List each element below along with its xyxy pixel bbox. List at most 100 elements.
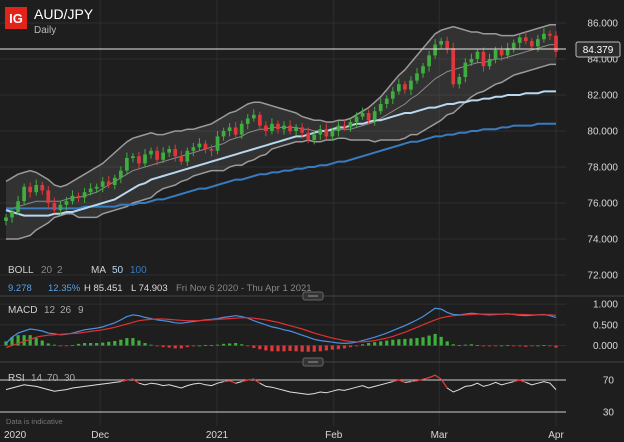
rsi-overbought-segment (410, 380, 418, 383)
candle-body (94, 186, 99, 189)
macd-panel[interactable]: 0.000 0.500 1.000 MACD 12 26 9 (0, 300, 618, 352)
candle-body (52, 203, 57, 211)
candle-body (28, 186, 33, 193)
x-tick-label: Feb (325, 430, 343, 441)
vertical-gridlines (99, 0, 557, 426)
macd-histogram-bar (234, 343, 238, 346)
disclaimer: Data is indicative (6, 417, 63, 426)
rsi-panel[interactable]: 30 70 RSI 14 70 30 Data is indicative (0, 373, 614, 426)
candle-body (4, 217, 8, 221)
candle-body (251, 114, 256, 119)
panel-divider-2[interactable] (0, 357, 624, 367)
change-percent: 12.35% (48, 283, 81, 294)
macd-histogram-bar (421, 337, 425, 346)
macd-histogram-bar (221, 343, 226, 346)
candle-body (46, 190, 51, 203)
candle-body (439, 41, 444, 45)
candle-body (257, 114, 262, 126)
macd-histogram-bar (463, 344, 467, 346)
candle-body (505, 48, 510, 56)
candle-body (397, 84, 401, 92)
candle-body (100, 181, 105, 187)
macd-slow: 26 (60, 305, 72, 316)
candle-body (475, 51, 480, 59)
rsi-overbought-segment (253, 378, 261, 384)
candle-body (536, 39, 540, 47)
candle-body (203, 143, 208, 149)
rsi-overbought-segment (440, 378, 448, 389)
macd-fast: 12 (44, 305, 56, 316)
candle-body (318, 129, 323, 135)
rsi-overbought-segment (392, 379, 400, 383)
macd-histogram-bar (40, 340, 44, 346)
last-price-value: 84.379 (583, 45, 614, 56)
candle-body (542, 33, 546, 40)
candle-body (58, 204, 63, 211)
candle-body (34, 185, 39, 193)
candle-body (300, 127, 305, 133)
candle-body (64, 201, 69, 205)
macd-histogram-bar (427, 335, 431, 346)
rsi-axis-ticks: 30 70 (603, 376, 615, 419)
candle-body (354, 116, 359, 122)
candle-body (233, 127, 238, 135)
candle-body (451, 48, 456, 85)
macd-histogram-bar (397, 339, 401, 346)
candle-body (221, 131, 226, 137)
candle-body (106, 181, 111, 185)
candle-body (366, 113, 371, 121)
candle-body (403, 84, 407, 90)
symbol-title: AUD/JPY (34, 6, 94, 22)
candle-body (143, 154, 147, 164)
ma-slow-period: 100 (130, 265, 147, 276)
macd-histogram-bar (228, 343, 232, 346)
candle-body (360, 113, 365, 117)
candle-body (125, 158, 129, 171)
boll-stdev: 2 (57, 265, 63, 276)
candle-body (415, 73, 419, 81)
candle-body (149, 150, 153, 155)
candle-body (554, 35, 558, 52)
rsi-lower: 30 (64, 373, 76, 384)
period-high: H 85.451 (84, 283, 123, 294)
macd-histogram-bar (451, 344, 455, 346)
price-panel[interactable]: 72.000 74.000 76.000 78.000 80.000 82.000 84.0… (0, 19, 618, 282)
candle-body (22, 186, 26, 202)
macd-histogram-bar (89, 343, 93, 346)
panel-divider-1[interactable] (0, 291, 624, 301)
rsi-overbought-segment (223, 380, 230, 383)
candle-body (155, 150, 159, 160)
candle-body (76, 195, 81, 198)
macd-histogram-bar (52, 344, 56, 346)
macd-histogram-bar (288, 345, 292, 351)
rsi-gridlines (0, 379, 566, 413)
macd-histogram-bar (379, 341, 383, 346)
macd-histogram-bar (22, 335, 26, 346)
macd-histogram-bar (475, 345, 480, 346)
candle-body (118, 170, 123, 178)
rsi-overbought-segment (434, 374, 442, 380)
macd-histogram-bar (252, 345, 256, 348)
candle-body (112, 177, 117, 185)
macd-histogram-bar (258, 345, 262, 350)
x-tick-label: 2020 (4, 430, 27, 441)
macd-histogram-bar (155, 345, 159, 347)
bollinger-upper-line (5, 24, 556, 188)
rsi-period: 14 (31, 373, 43, 384)
candle-body (499, 50, 504, 56)
macd-histogram-bar (209, 345, 214, 346)
rsi-overbought-segment (398, 379, 406, 383)
macd-histogram-bar (107, 341, 111, 346)
macd-histogram-bar (119, 339, 123, 346)
macd-histogram-bar (173, 345, 177, 349)
price-tick-label: 76.000 (587, 199, 618, 210)
boll-ma-legend[interactable]: BOLL 20 2 MA 50 100 (8, 265, 147, 276)
macd-histogram-bar (4, 341, 8, 346)
price-tick-label: 84.000 (587, 55, 618, 66)
macd-histogram-bar (28, 335, 32, 346)
macd-histogram-bar (354, 345, 359, 347)
macd-tick-label: 1.000 (593, 300, 618, 311)
candle-body (306, 132, 311, 140)
time-axis[interactable]: 2020 Dec 2021 Feb Mar Apr (4, 430, 564, 441)
